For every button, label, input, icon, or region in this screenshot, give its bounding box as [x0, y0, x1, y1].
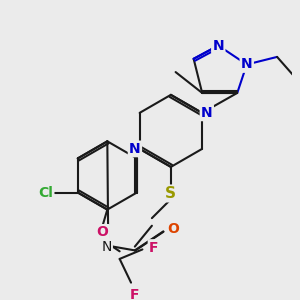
Text: N: N — [101, 240, 112, 254]
Text: N: N — [201, 106, 213, 120]
Text: F: F — [130, 288, 140, 300]
Text: O: O — [97, 225, 109, 239]
Text: N: N — [212, 38, 224, 52]
Text: Cl: Cl — [38, 185, 53, 200]
Text: F: F — [149, 241, 158, 254]
Text: H: H — [98, 230, 107, 240]
Text: N: N — [241, 58, 253, 71]
Text: O: O — [167, 222, 179, 236]
Text: S: S — [165, 186, 176, 201]
Text: N: N — [129, 142, 141, 156]
